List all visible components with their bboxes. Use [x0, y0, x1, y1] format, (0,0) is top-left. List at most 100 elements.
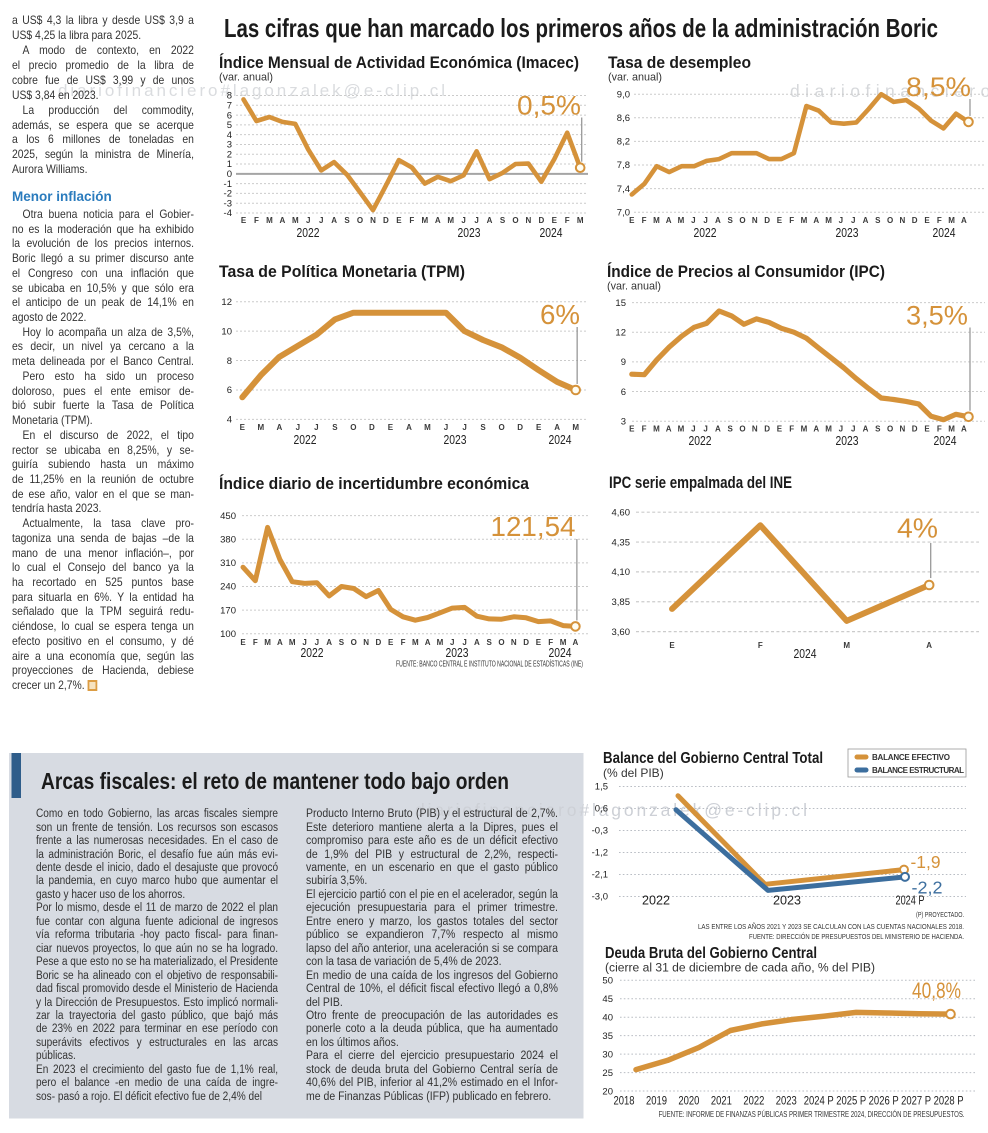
svg-text:S: S	[728, 216, 734, 225]
svg-text:2023: 2023	[458, 226, 481, 240]
svg-text:Índice diario de incertidumbre: Índice diario de incertidumbre económica	[219, 474, 530, 493]
svg-text:A: A	[276, 423, 282, 432]
svg-text:3,85: 3,85	[612, 597, 631, 608]
svg-text:Tasa de Política Monetaria (TP: Tasa de Política Monetaria (TPM)	[219, 263, 465, 281]
svg-text:J: J	[474, 216, 478, 225]
svg-text:O: O	[739, 216, 745, 225]
svg-text:J: J	[839, 216, 843, 225]
svg-text:Deuda Bruta del Gobierno Centr: Deuda Bruta del Gobierno Central	[605, 945, 817, 962]
svg-text:E: E	[777, 216, 783, 225]
svg-text:4,60: 4,60	[612, 507, 631, 518]
svg-text:F: F	[789, 425, 794, 434]
svg-text:Tasa de desempleo: Tasa de desempleo	[608, 54, 751, 72]
svg-text:J: J	[703, 216, 707, 225]
svg-text:M: M	[289, 638, 296, 647]
svg-text:M: M	[948, 425, 955, 434]
svg-text:J: J	[450, 638, 454, 647]
svg-text:E: E	[536, 423, 542, 432]
svg-text:450: 450	[220, 511, 236, 522]
svg-text:F: F	[254, 216, 259, 225]
svg-text:M: M	[653, 425, 660, 434]
svg-text:40: 40	[602, 1012, 613, 1023]
svg-text:J: J	[296, 423, 300, 432]
svg-text:M: M	[412, 638, 419, 647]
svg-text:380: 380	[220, 534, 236, 545]
svg-text:M: M	[801, 425, 808, 434]
svg-text:J: J	[302, 638, 306, 647]
svg-text:2024 P: 2024 P	[896, 894, 925, 908]
svg-text:O: O	[498, 423, 504, 432]
svg-text:6: 6	[227, 385, 232, 396]
svg-text:F: F	[642, 216, 647, 225]
svg-text:(% del PIB): (% del PIB)	[603, 766, 664, 780]
svg-text:1: 1	[227, 159, 232, 170]
svg-text:7,0: 7,0	[617, 207, 630, 218]
svg-text:F: F	[937, 425, 942, 434]
svg-text:0,5%: 0,5%	[517, 91, 581, 121]
svg-text:M: M	[266, 216, 273, 225]
svg-text:35: 35	[602, 1031, 613, 1042]
svg-text:D: D	[538, 216, 544, 225]
svg-text:M: M	[678, 216, 685, 225]
svg-text:100: 100	[220, 629, 236, 640]
svg-text:J: J	[851, 216, 855, 225]
svg-text:BALANCE EFECTIVO: BALANCE EFECTIVO	[872, 753, 950, 762]
svg-text:J: J	[462, 423, 466, 432]
svg-text:O: O	[351, 638, 357, 647]
svg-text:M: M	[572, 423, 579, 432]
svg-text:M: M	[437, 638, 444, 647]
svg-text:Índice Mensual de Actividad Ec: Índice Mensual de Actividad Económica (I…	[219, 53, 579, 72]
svg-text:2022: 2022	[301, 646, 324, 660]
svg-text:S: S	[487, 638, 493, 647]
svg-text:121,54: 121,54	[491, 511, 576, 542]
svg-text:J: J	[319, 216, 323, 225]
svg-text:J: J	[703, 425, 707, 434]
svg-text:-2: -2	[224, 189, 232, 200]
svg-text:Índice de Precios al Consumido: Índice de Precios al Consumidor (IPC)	[607, 262, 885, 281]
svg-text:A: A	[572, 638, 578, 647]
svg-text:S: S	[728, 425, 734, 434]
svg-text:M: M	[424, 423, 431, 432]
svg-text:J: J	[691, 425, 695, 434]
svg-text:IPC serie empalmada del INE: IPC serie empalmada del INE	[609, 474, 792, 492]
svg-text:2023: 2023	[776, 1094, 797, 1108]
svg-text:J: J	[462, 638, 466, 647]
svg-text:LAS ENTRE LOS AÑOS 2021 Y 2023: LAS ENTRE LOS AÑOS 2021 Y 2023 SE CALCUL…	[698, 922, 964, 931]
svg-text:2022: 2022	[297, 226, 320, 240]
svg-text:D: D	[376, 638, 382, 647]
svg-text:N: N	[752, 216, 758, 225]
svg-text:N: N	[370, 216, 376, 225]
svg-text:M: M	[264, 638, 271, 647]
svg-text:2: 2	[227, 149, 232, 160]
svg-text:9,0: 9,0	[617, 89, 630, 100]
svg-text:D: D	[517, 423, 523, 432]
svg-text:3: 3	[227, 140, 232, 151]
svg-text:O: O	[350, 423, 356, 432]
svg-text:O: O	[498, 638, 504, 647]
svg-text:(var. anual): (var. anual)	[608, 72, 662, 84]
svg-text:F: F	[409, 216, 414, 225]
svg-text:J: J	[315, 638, 319, 647]
svg-text:Balance del Gobierno Central T: Balance del Gobierno Central Total	[603, 750, 823, 767]
svg-text:A: A	[715, 216, 721, 225]
svg-text:7: 7	[227, 100, 232, 111]
svg-text:E: E	[536, 638, 542, 647]
svg-text:Las cifras que han marcado los: Las cifras que han marcado los primeros …	[224, 13, 938, 43]
svg-text:2018: 2018	[614, 1094, 635, 1108]
svg-text:S: S	[500, 216, 506, 225]
svg-text:J: J	[851, 425, 855, 434]
svg-text:9: 9	[621, 357, 626, 368]
svg-text:2023: 2023	[836, 226, 859, 240]
svg-text:E: E	[241, 216, 247, 225]
svg-text:M: M	[421, 216, 428, 225]
svg-text:A: A	[474, 638, 480, 647]
svg-text:M: M	[948, 216, 955, 225]
svg-text:E: E	[777, 425, 783, 434]
svg-text:6: 6	[621, 387, 626, 398]
svg-text:M: M	[653, 216, 660, 225]
svg-text:D: D	[369, 423, 375, 432]
svg-text:8: 8	[227, 356, 232, 367]
svg-text:2023: 2023	[446, 646, 469, 660]
svg-text:A: A	[863, 425, 869, 434]
svg-text:N: N	[900, 216, 906, 225]
